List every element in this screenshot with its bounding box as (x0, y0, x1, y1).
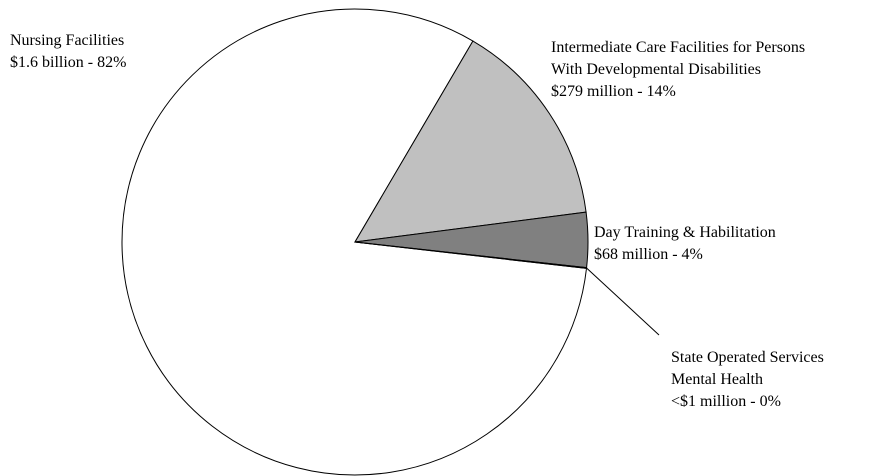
pie-slice-intermediate-care-facilities-for-persons-with-developmental-disabilities (354, 40, 587, 243)
data-label-state-operated-services-mental-health: State Operated Services Mental Health <$1 … (671, 349, 824, 410)
data-label-line: <$1 million - 0% (671, 393, 781, 410)
leader-lines (586, 267, 660, 336)
data-label-line: $279 million - 14% (551, 83, 676, 100)
data-label-line: $68 million - 4% (594, 246, 703, 263)
pie-slice-nursing-facilities (121, 8, 588, 476)
data-label-line: State Operated Services (671, 349, 824, 366)
data-label-intermediate-care-facilities-for-persons-with-developmental-disabilities: Intermediate Care Facilities for Persons… (551, 39, 805, 100)
data-label-line: $1.6 billion - 82% (10, 54, 126, 71)
data-label-line: Intermediate Care Facilities for Persons (551, 39, 805, 56)
data-labels: Nursing Facilities $1.6 billion - 82% Inte… (10, 32, 824, 410)
data-label-line: Day Training & Habilitation (594, 224, 776, 241)
leader-line-state-operated-services-mental-health (586, 267, 660, 336)
pie-slices (121, 8, 589, 476)
data-label-line: Mental Health (671, 371, 763, 388)
data-label-day-training-habilitation: Day Training & Habilitation $68 million -… (594, 224, 776, 263)
data-label-line: Nursing Facilities (10, 32, 124, 49)
data-label-nursing-facilities: Nursing Facilities $1.6 billion - 82% (10, 32, 126, 71)
data-label-line: With Developmental Disabilities (551, 61, 761, 78)
